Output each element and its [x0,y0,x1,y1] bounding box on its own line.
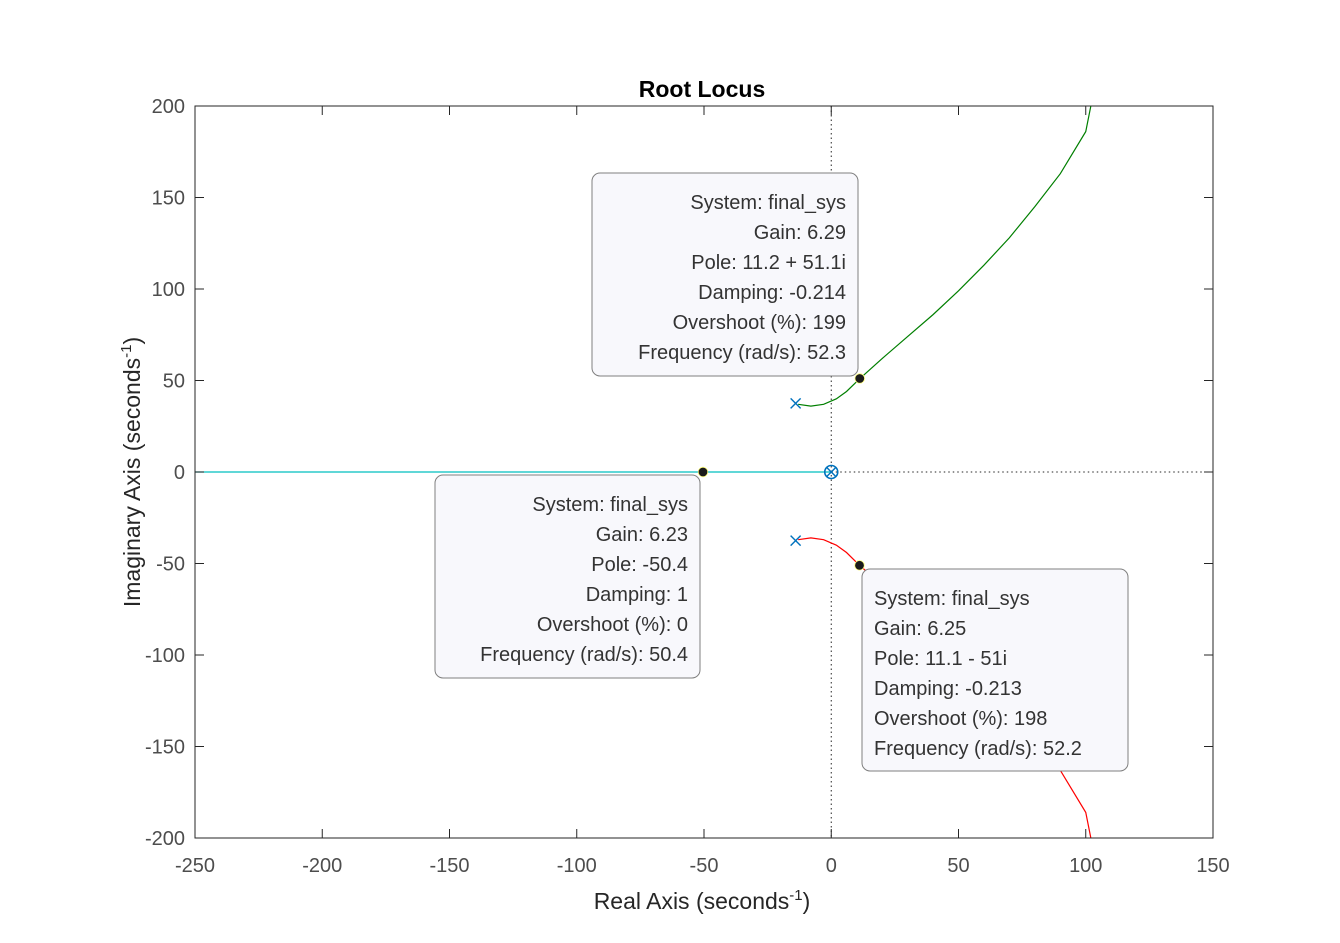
datatip-line: Damping: -0.213 [874,678,1022,700]
datatip-marker [697,466,709,478]
pole-marker-1 [790,397,802,409]
y-tick-label: -50 [156,554,185,576]
zero-marker-1 [823,464,839,480]
pole-stroke-b [790,397,802,409]
datatip-line: Pole: 11.1 - 51i [874,648,1007,670]
datatip-line: Damping: -0.214 [698,282,846,304]
y-tick-label: -200 [145,828,185,850]
y-tick-label: -150 [145,737,185,759]
chart-title: Root Locus [639,76,766,102]
datatip-3: System: final_sys Gain: 6.25 Pole: 11.1 - … [854,560,1129,772]
x-tick-label: -250 [175,855,215,877]
datatip-line: Gain: 6.23 [596,524,688,546]
y-tick-label: -100 [145,645,185,667]
datatip-line: Frequency (rad/s): 50.4 [480,644,688,666]
pole-stroke-b [790,535,802,547]
locus-branch-1 [798,105,1092,407]
datatip-line: Gain: 6.25 [874,618,966,640]
datatip-line: Overshoot (%): 199 [673,312,846,334]
datatip-line: Pole: -50.4 [591,554,688,576]
datatip-box [591,172,859,377]
datatip-line: Overshoot (%): 198 [874,708,1047,730]
y-axis-label: Imaginary Axis (seconds-1) [118,337,145,607]
x-tick-label: 150 [1196,855,1229,877]
y-tick-label: 50 [163,371,185,393]
datatip-line: Overshoot (%): 0 [537,614,688,636]
y-tick-label: 150 [152,188,185,210]
datatip-line: System: final_sys [874,588,1030,610]
x-tick-label: 100 [1069,855,1102,877]
pole-stroke-b [825,466,837,478]
datatip-1: System: final_sys Gain: 6.29 Pole: 11.2 + … [591,172,865,384]
datatip-line: System: final_sys [532,494,688,516]
datatip-line: Frequency (rad/s): 52.2 [874,738,1082,760]
x-tick-label: -200 [302,855,342,877]
datatip-marker [854,560,865,571]
datatips: System: final_sys Gain: 6.29 Pole: 11.2 + … [434,172,1129,772]
datatip-box [861,568,1129,772]
x-axis-label: Real Axis (seconds-1) [594,887,811,914]
y-tick-label: 100 [152,279,185,301]
datatip-line: Pole: 11.2 + 51.1i [691,252,846,274]
axis-ticks: -250 -200 -150 -100 -50 0 50 100 150 -200 -150 -100… [145,96,1230,877]
datatip-marker [854,373,865,384]
x-tick-label: -150 [429,855,469,877]
datatip-2: System: final_sys Gain: 6.23 Pole: -50.4 Da… [434,466,709,679]
y-tick-label: 0 [174,462,185,484]
datatip-line: System: final_sys [690,192,846,214]
datatip-box [434,474,701,679]
x-tick-label: -100 [557,855,597,877]
x-tick-label: -50 [690,855,719,877]
pole-marker-3 [825,466,837,478]
pole-marker-2 [790,535,802,547]
y-tick-label: 200 [152,96,185,118]
pole-zero-markers [790,397,839,547]
x-tick-label: 0 [826,855,837,877]
datatip-line: Damping: 1 [586,584,688,606]
datatip-line: Gain: 6.29 [754,222,846,244]
x-tick-label: 50 [947,855,969,877]
datatip-line: Frequency (rad/s): 52.3 [638,342,846,364]
